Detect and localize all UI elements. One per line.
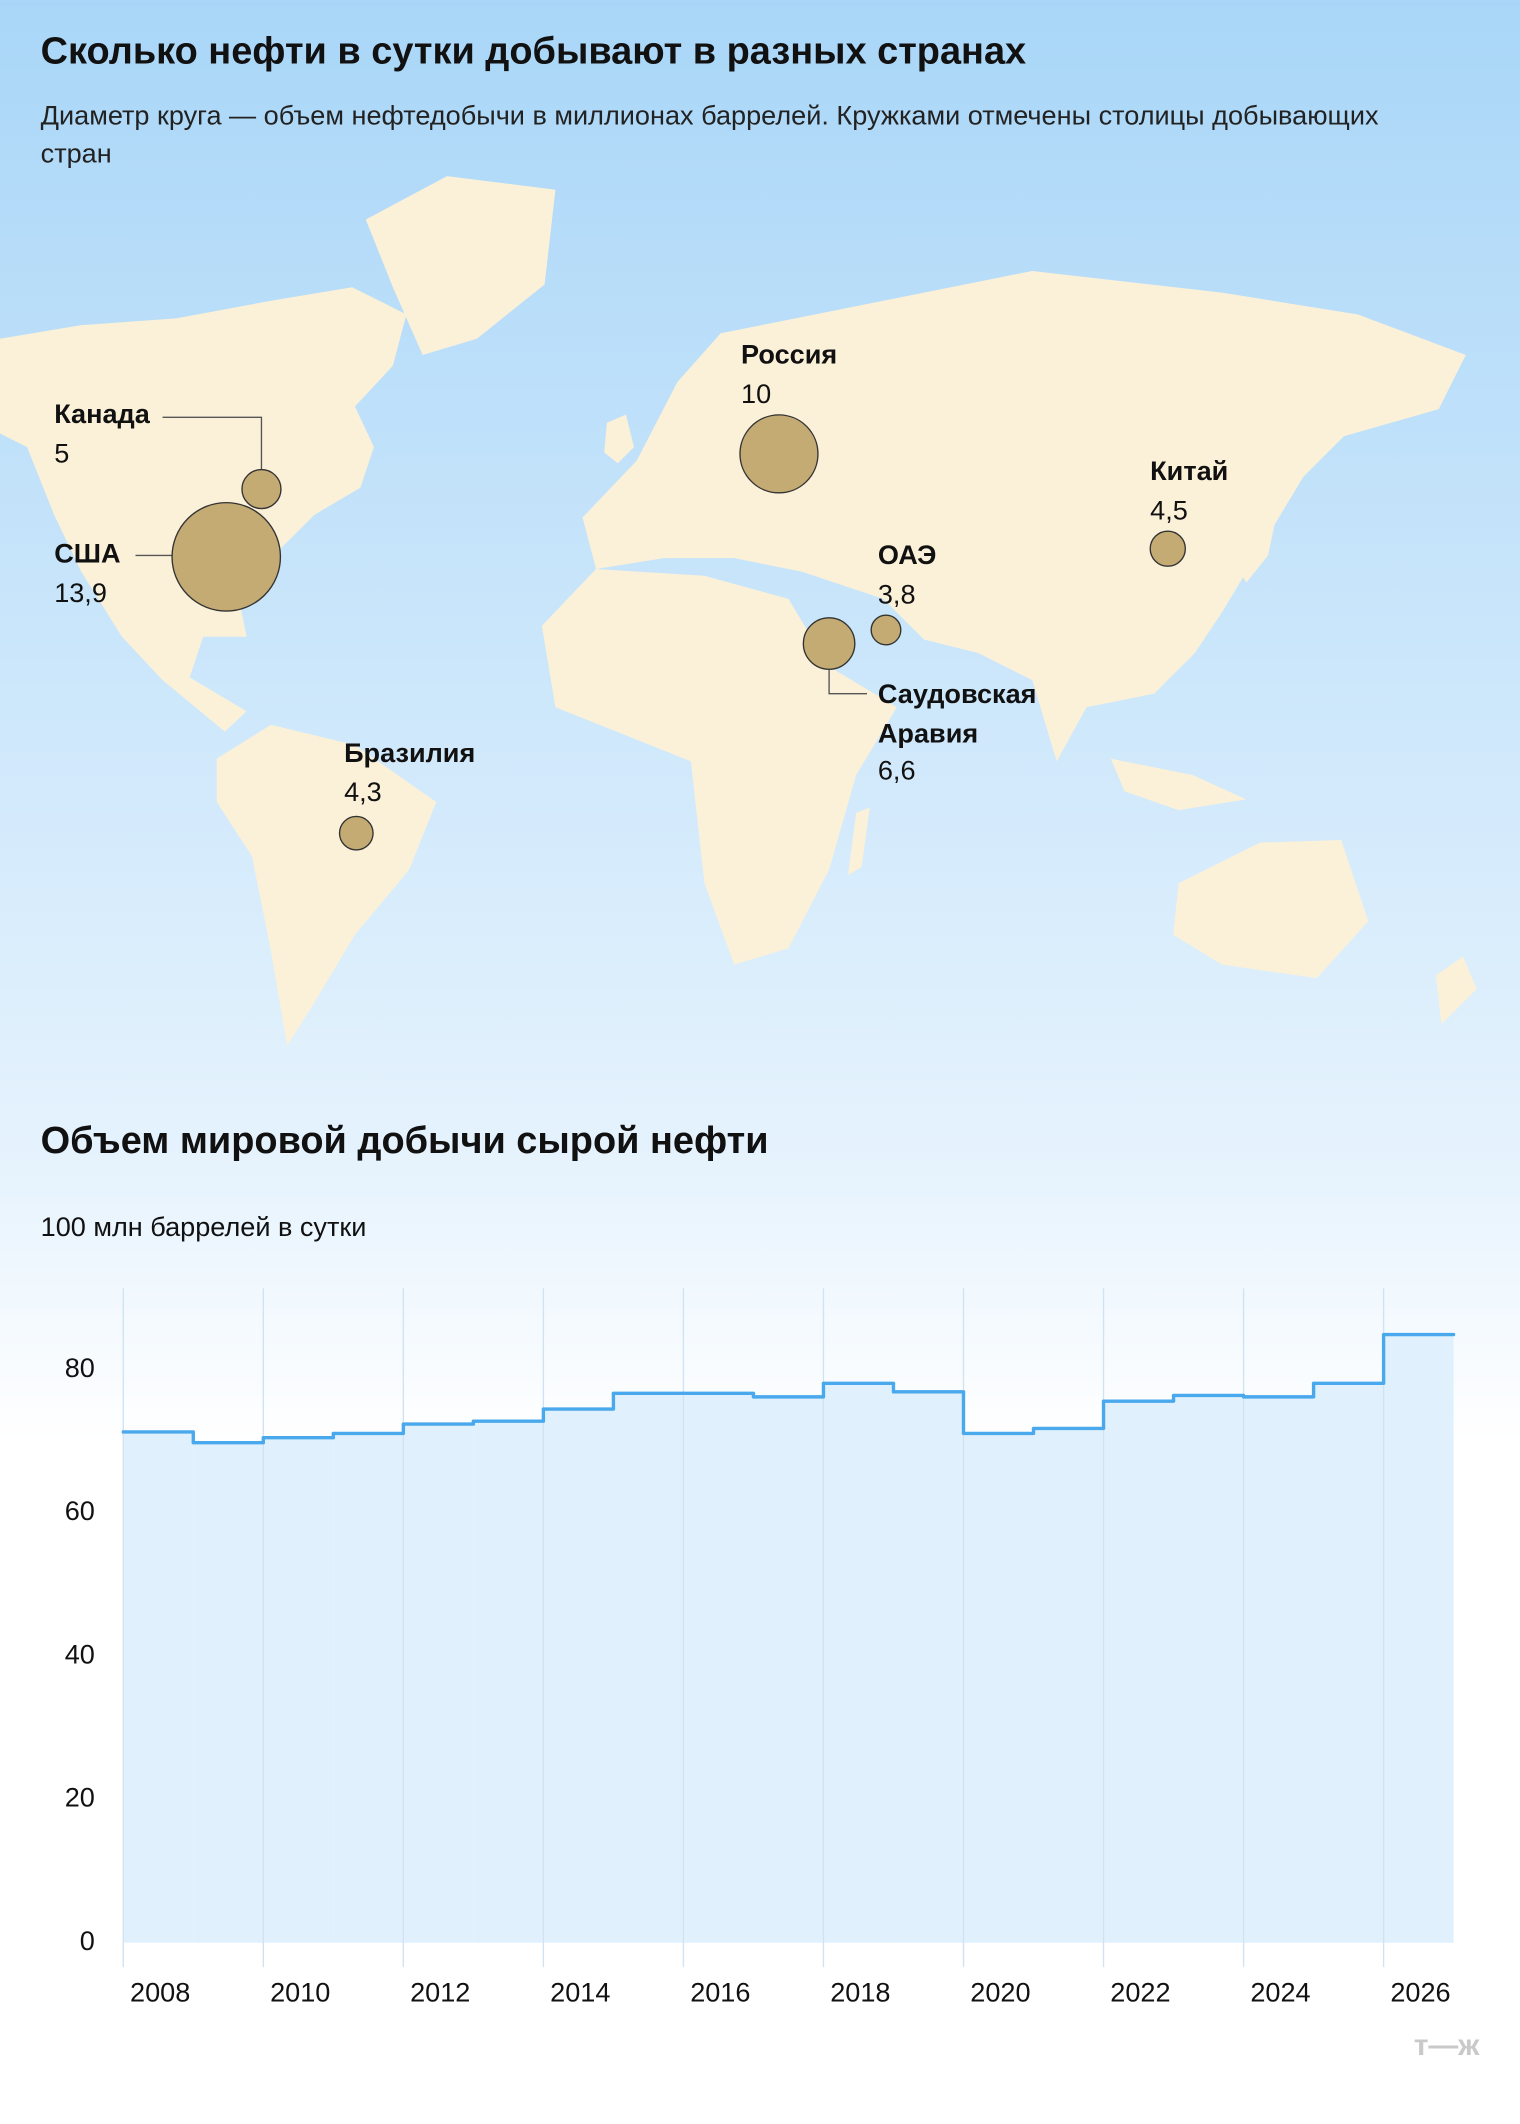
leader-line <box>162 416 263 471</box>
africa <box>541 569 897 965</box>
x-tick-label: 2014 <box>550 1976 610 2007</box>
map-subtitle: Диаметр круга — объем нефтедобычи в милл… <box>40 101 1379 170</box>
value-label: 13,9 <box>54 577 107 608</box>
value-label: 5 <box>54 437 69 468</box>
step-area <box>963 1433 1034 1943</box>
x-tick-label: 2022 <box>1110 1976 1170 2007</box>
step-area <box>403 1424 474 1943</box>
bubble <box>241 468 282 510</box>
country-label: Канада <box>54 398 151 429</box>
step-area <box>823 1383 894 1943</box>
value-label: 10 <box>741 378 771 409</box>
country-label: Китай <box>1150 455 1228 486</box>
leader-line <box>828 669 868 695</box>
britain <box>604 414 635 464</box>
step-title: Объем мировой добычи сырой нефти <box>41 1120 769 1162</box>
step-area <box>683 1393 754 1943</box>
step-area <box>1033 1428 1104 1943</box>
step-area <box>1103 1401 1174 1943</box>
x-tick-label: 2010 <box>270 1976 330 2007</box>
map-title: Сколько нефти в сутки добывают в разных … <box>41 31 1027 73</box>
country-label: ОАЭ <box>878 539 937 570</box>
step-area <box>1243 1396 1314 1943</box>
step-area <box>893 1391 964 1943</box>
japan <box>1238 490 1279 583</box>
value-label: 6,6 <box>878 754 916 785</box>
step-area <box>543 1409 614 1943</box>
y-tick-label: 60 <box>65 1495 95 1526</box>
greenland <box>365 176 556 355</box>
eurasia <box>582 270 1466 762</box>
step-area <box>123 1431 194 1943</box>
x-tick-label: 2012 <box>410 1976 470 2007</box>
indonesia <box>1110 758 1247 811</box>
y-tick-label: 0 <box>80 1925 95 1956</box>
x-tick-label: 2018 <box>830 1976 890 2007</box>
y-tick-label: 80 <box>65 1352 95 1383</box>
bubble <box>739 414 819 494</box>
bubble <box>338 815 374 851</box>
bubble <box>870 614 902 646</box>
country-label-box: Саудовская Аравия <box>877 680 1037 750</box>
step-area <box>753 1396 824 1943</box>
country-label: Бразилия <box>344 737 475 768</box>
step-chart: 2008 2010 2012 2014 2016 2018 2020 2022 2024 2026… <box>65 1288 1456 2007</box>
y-axis-label: 100 млн баррелей в сутки <box>41 1211 367 1242</box>
step-area <box>473 1421 544 1943</box>
step-area <box>263 1437 334 1943</box>
y-tick-label: 40 <box>65 1638 95 1669</box>
bubble <box>1149 530 1186 567</box>
step-area <box>193 1442 264 1943</box>
south-america <box>216 724 437 1046</box>
y-tick-label: 20 <box>65 1782 95 1813</box>
x-tick-label: 2020 <box>970 1976 1030 2007</box>
new-zealand <box>1436 956 1477 1025</box>
step-area <box>1173 1395 1244 1943</box>
step-area <box>613 1393 684 1943</box>
step-area <box>333 1433 404 1943</box>
logo: т—ж <box>1414 2029 1480 2062</box>
country-label: Россия <box>741 338 837 369</box>
x-tick-label: 2024 <box>1250 1976 1310 2007</box>
x-tick-label: 2026 <box>1390 1976 1450 2007</box>
australia <box>1173 839 1369 979</box>
bubble <box>171 501 282 612</box>
bubble-layer: Канада 5 США 13,9 Россия 10 Китай 4,5 ОАЭ 3,8 Сауд… <box>54 338 1228 851</box>
step-area <box>1383 1334 1454 1943</box>
x-tick-label: 2008 <box>130 1976 190 2007</box>
x-tick-label: 2016 <box>690 1976 750 2007</box>
madagascar <box>848 807 870 876</box>
step-area <box>1313 1383 1384 1943</box>
country-label: Саудовская Аравия <box>877 680 1037 750</box>
value-label: 4,5 <box>1150 494 1188 525</box>
country-label: США <box>54 538 120 569</box>
value-label: 3,8 <box>878 578 916 609</box>
value-label: 4,3 <box>344 776 382 807</box>
bubble <box>802 617 856 670</box>
map-subtitle-box: Диаметр круга — объем нефтедобычи в милл… <box>40 101 1379 170</box>
